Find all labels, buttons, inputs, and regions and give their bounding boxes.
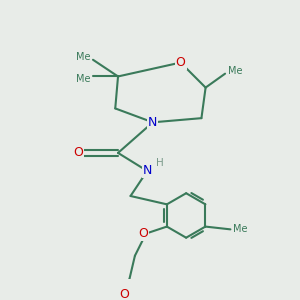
Text: N: N <box>148 116 158 129</box>
Text: H: H <box>156 158 164 168</box>
Text: N: N <box>142 164 152 178</box>
Text: O: O <box>138 227 148 240</box>
Text: O: O <box>176 56 185 69</box>
Text: O: O <box>119 288 129 300</box>
Text: O: O <box>73 146 83 159</box>
Text: Me: Me <box>228 66 242 76</box>
Text: Me: Me <box>76 74 90 84</box>
Text: Me: Me <box>233 224 248 234</box>
Text: Me: Me <box>76 52 90 62</box>
